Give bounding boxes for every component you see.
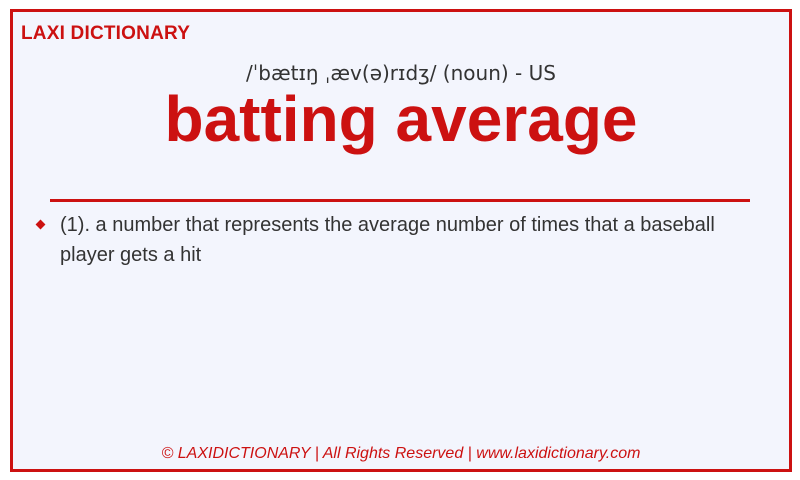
pronunciation: /ˈbætɪŋ ˌæv(ə)rɪdʒ/ (noun) - US bbox=[246, 61, 556, 85]
dictionary-card: LAXI DICTIONARY /ˈbætɪŋ ˌæv(ə)rɪdʒ/ (nou… bbox=[10, 9, 792, 472]
definition-text: (1). a number that represents the averag… bbox=[60, 214, 715, 266]
headword: batting average bbox=[164, 83, 638, 155]
copyright-footer: © LAXIDICTIONARY | All Rights Reserved |… bbox=[161, 445, 641, 462]
definition-list: (1). a number that represents the averag… bbox=[13, 210, 789, 270]
divider bbox=[50, 199, 750, 202]
definition-item: (1). a number that represents the averag… bbox=[13, 210, 789, 270]
diamond-bullet-icon bbox=[35, 219, 46, 230]
brand-logo-text: LAXI DICTIONARY bbox=[21, 23, 191, 44]
